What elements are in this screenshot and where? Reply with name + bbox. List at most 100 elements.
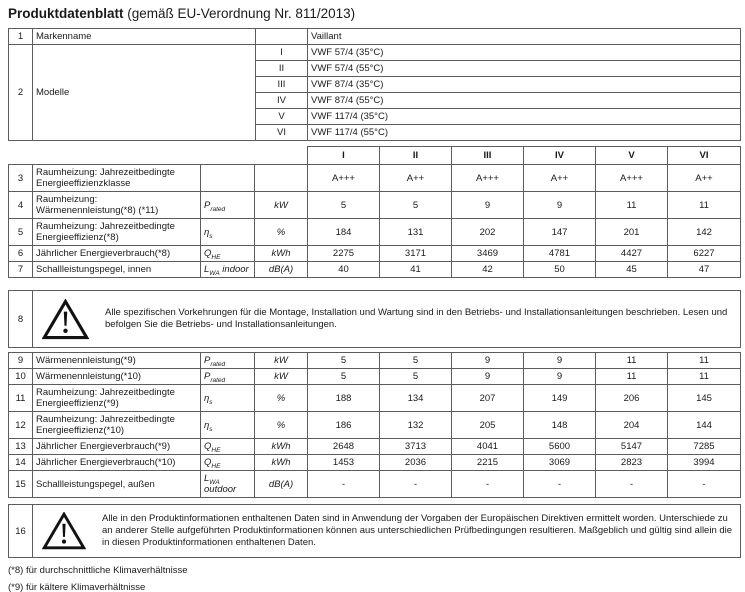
value-cell-II: 3171 <box>379 245 452 262</box>
row-label: Modelle <box>32 44 256 141</box>
value-cell-II: 2036 <box>379 454 452 471</box>
empty-cell <box>201 147 255 165</box>
model-row: 2 Modelle I VWF 57/4 (35°C) <box>8 44 741 141</box>
row-number-cell: 9 <box>8 352 33 369</box>
heating-data-table-average: I II III IV V VI 3 Raumheizung: Jahrezeitbedin… <box>8 146 741 278</box>
unit-cell: kW <box>254 191 308 219</box>
symbol-cell: QHE <box>200 454 255 471</box>
unit-cell: kWh <box>254 438 308 455</box>
value-cell-IV: 3069 <box>523 454 596 471</box>
column-header-IV: IV <box>523 146 596 165</box>
model-name: VWF 57/4 (35°C) <box>307 44 741 61</box>
value-cell-VI: 6227 <box>667 245 741 262</box>
value-cell-VI: 11 <box>667 352 741 369</box>
value-cell-II: 5 <box>379 368 452 385</box>
unit-cell: dB(A) <box>254 470 308 498</box>
symbol-cell: ηs <box>200 218 255 246</box>
table-row: 1 Markenname Vaillant <box>8 28 741 45</box>
value-cell-VI: 11 <box>667 368 741 385</box>
value-cell-II: 5 <box>379 352 452 369</box>
value-cell-IV: 9 <box>523 352 596 369</box>
row-number-cell: 16 <box>8 504 33 558</box>
table-row: 6 Jährlicher Energieverbrauch(*8) QHE kWh 22… <box>8 245 741 262</box>
symbol-cell: ηs <box>200 411 255 439</box>
value-cell-III: 9 <box>451 368 524 385</box>
row-number-cell: 5 <box>8 218 33 246</box>
value-cell-II: 5 <box>379 191 452 219</box>
symbol-cell: LWA indoor <box>200 261 255 278</box>
row-number-cell: 1 <box>8 28 33 45</box>
row-number-cell: 2 <box>8 44 33 141</box>
table-row: 9 Wärmenennleistung(*9) Prated kW 5 5 9 9 11 11 <box>8 352 741 369</box>
value-cell-V: 5147 <box>595 438 668 455</box>
unit-cell: % <box>254 218 308 246</box>
row-number-cell: 10 <box>8 368 33 385</box>
table-row: 3 Raumheizung: Jahrezeitbedingte Energiee… <box>8 164 741 192</box>
value-cell-V: 2823 <box>595 454 668 471</box>
row-number-cell: 14 <box>8 454 33 471</box>
unit-cell: % <box>254 411 308 439</box>
warning-row-16: 16 Alle in den Produktinformationen enth… <box>8 504 741 558</box>
value-cell-VI: A++ <box>667 164 741 192</box>
value-cell-III: 205 <box>451 411 524 439</box>
column-header-row: I II III IV V VI <box>9 146 741 165</box>
brand-value: Vaillant <box>307 28 741 45</box>
value-cell-IV: 9 <box>523 191 596 219</box>
row-label: Raumheizung: Wärmenennleistung(*8) (*11) <box>32 191 201 219</box>
table-row: 12 Raumheizung: Jahrezeitbedingte Energie… <box>8 411 741 439</box>
row-number-cell: 15 <box>8 470 33 498</box>
value-cell-I: 5 <box>307 368 380 385</box>
model-index: VI <box>255 124 308 141</box>
model-index: V <box>255 108 308 125</box>
row-label: Raumheizung: Jahrezeitbedingte Energieef… <box>32 218 201 246</box>
value-cell-III: - <box>451 470 524 498</box>
warning-triangle-icon <box>42 512 86 550</box>
row-label: Markenname <box>32 28 256 45</box>
unit-cell: kW <box>254 352 308 369</box>
page-title-suffix: (gemäß EU-Verordnung Nr. 811/2013) <box>123 6 356 21</box>
footnote: (*9) für kältere Klimaverhältnisse <box>8 582 146 592</box>
row-label: Wärmenennleistung(*10) <box>32 368 201 385</box>
value-cell-III: 4041 <box>451 438 524 455</box>
value-cell-VI: 11 <box>667 191 741 219</box>
table-row: 4 Raumheizung: Wärmenennleistung(*8) (*11… <box>8 191 741 219</box>
unit-cell: kWh <box>254 245 308 262</box>
value-cell-I: 2275 <box>307 245 380 262</box>
column-header-II: II <box>379 146 452 165</box>
symbol-cell: Prated <box>200 352 255 369</box>
value-cell-I: 5 <box>307 352 380 369</box>
model-index: III <box>255 76 308 93</box>
row-number-cell: 3 <box>8 164 33 192</box>
model-index: IV <box>255 92 308 109</box>
page-title-main: Produktdatenblatt <box>8 6 124 21</box>
row-label: Jährlicher Energieverbrauch(*10) <box>32 454 201 471</box>
unit-cell: dB(A) <box>254 261 308 278</box>
symbol-cell: Prated <box>200 191 255 219</box>
value-cell-I: 2648 <box>307 438 380 455</box>
model-name: VWF 57/4 (55°C) <box>307 60 741 77</box>
row-label: Jährlicher Energieverbrauch(*9) <box>32 438 201 455</box>
value-cell-III: 207 <box>451 384 524 412</box>
value-cell-V: 4427 <box>595 245 668 262</box>
model-name: VWF 117/4 (55°C) <box>307 124 741 141</box>
row-label: Schallleistungspegel, innen <box>32 261 201 278</box>
table-row: 14 Jährlicher Energieverbrauch(*10) QHE kWh… <box>8 454 741 471</box>
value-cell-IV: 147 <box>523 218 596 246</box>
table-row: 15 Schallleistungspegel, außen LWA outdoor… <box>8 470 741 498</box>
value-cell-V: 45 <box>595 261 668 278</box>
value-cell-III: 3469 <box>451 245 524 262</box>
table-row: 16 Alle in den Produktinformationen enth… <box>8 504 741 558</box>
row-number-cell: 11 <box>8 384 33 412</box>
warning-triangle-icon <box>42 298 89 340</box>
unit-cell <box>254 164 308 192</box>
symbol-cell: Prated <box>200 368 255 385</box>
value-cell-IV: 149 <box>523 384 596 412</box>
value-cell-V: 11 <box>595 368 668 385</box>
value-cell-V: A+++ <box>595 164 668 192</box>
value-cell-IV: 5600 <box>523 438 596 455</box>
value-cell-VI: 47 <box>667 261 741 278</box>
value-cell-I: 40 <box>307 261 380 278</box>
value-cell-V: 11 <box>595 191 668 219</box>
row-number-cell: 13 <box>8 438 33 455</box>
row-number-cell: 8 <box>8 290 33 348</box>
